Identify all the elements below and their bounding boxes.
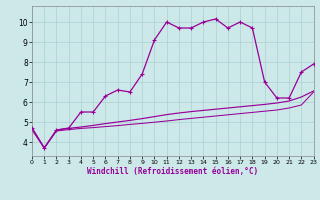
X-axis label: Windchill (Refroidissement éolien,°C): Windchill (Refroidissement éolien,°C)	[87, 167, 258, 176]
